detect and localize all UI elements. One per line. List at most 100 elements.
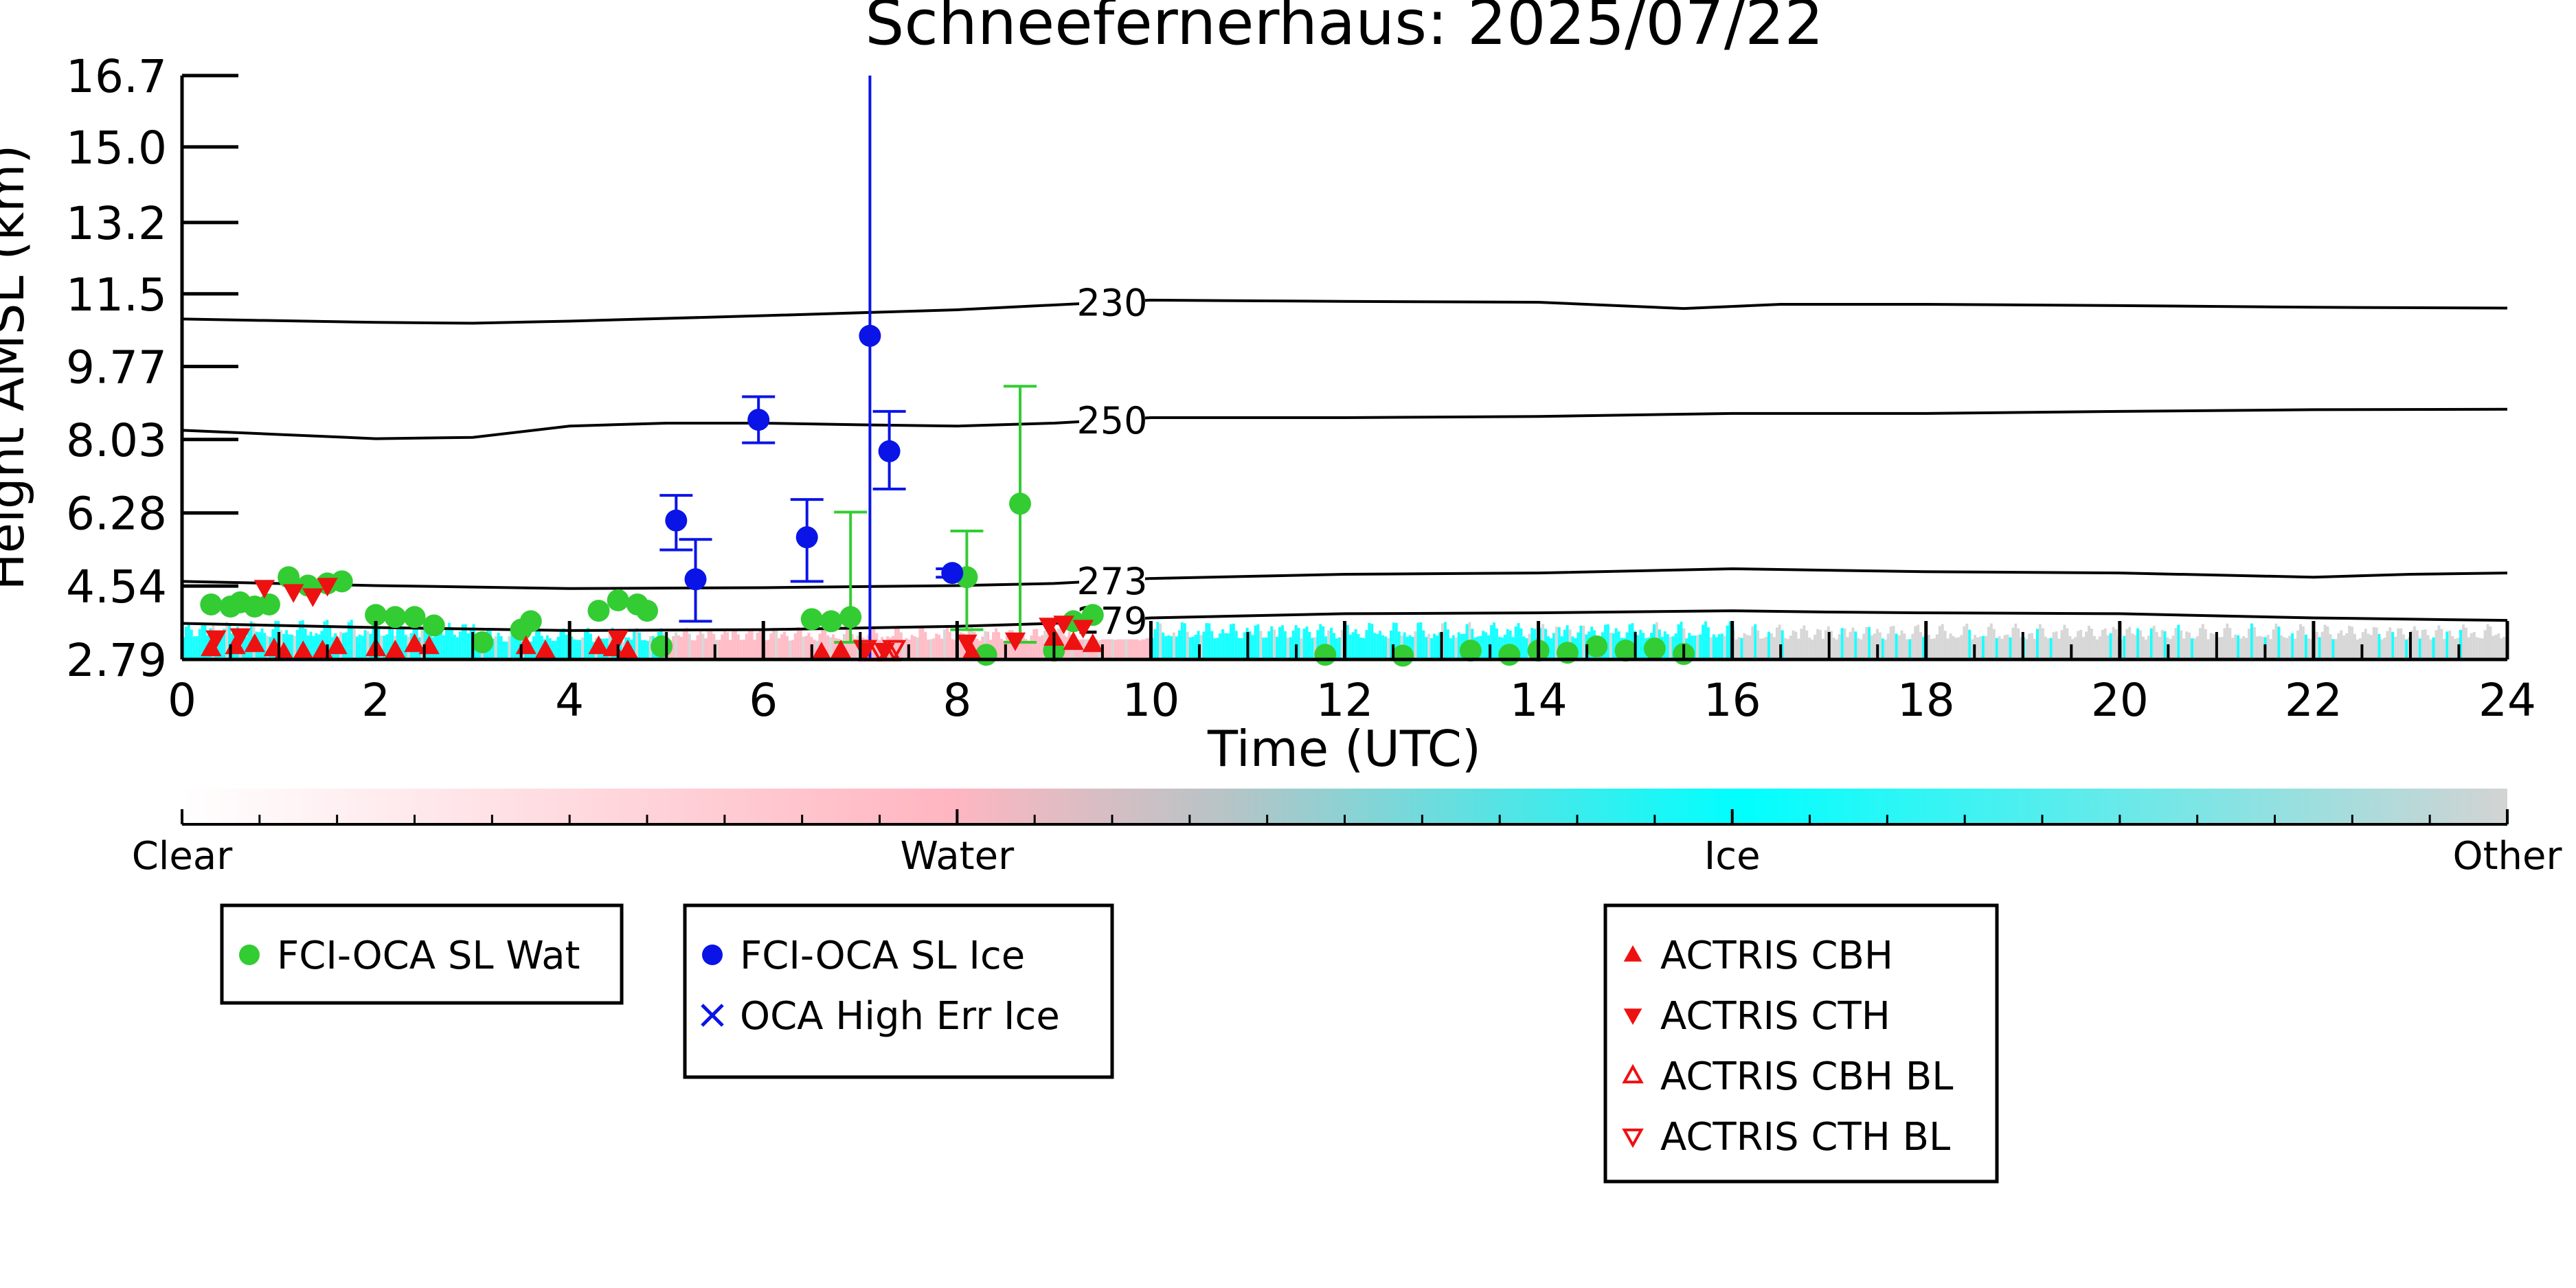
strip-bar: [2095, 639, 2099, 659]
strip-bar: [1819, 630, 1822, 659]
strip-bar: [924, 631, 927, 659]
strip-bar: [2109, 633, 2112, 659]
strip-bar: [1919, 632, 1923, 659]
contour-230: [182, 298, 2507, 325]
strip-bar: [1173, 632, 1175, 659]
strip-bar: [1642, 633, 1645, 659]
strip-bar: [1946, 638, 1950, 659]
legend-frame: [683, 903, 1114, 1079]
strip-bar: [2177, 624, 2180, 659]
strip-bar: [190, 629, 193, 659]
marker-actris-cbh: [385, 640, 406, 659]
strip-bar: [369, 633, 372, 659]
strip-bar: [2237, 635, 2240, 659]
strip-bar: [953, 640, 957, 659]
x-tick-label: 6: [749, 674, 778, 727]
strip-bar: [643, 640, 646, 659]
data-markers: [200, 324, 1695, 667]
strip-bar: [690, 640, 694, 659]
strip-bar: [829, 637, 833, 659]
strip-bar: [672, 636, 675, 659]
strip-bar: [510, 629, 514, 659]
legend-box-2: FCI-OCA SL Ice OCA High Err Ice: [683, 903, 1114, 1079]
strip-bar: [260, 628, 264, 659]
x-tick-label: 8: [942, 674, 971, 727]
strip-bar: [1735, 639, 1738, 659]
x-tick-label: 18: [1897, 674, 1955, 727]
strip-bar: [344, 632, 348, 659]
strip-bar: [635, 628, 639, 659]
x-tick-label: 0: [168, 674, 196, 727]
strip-bar: [1159, 623, 1162, 659]
strip-bar: [2144, 639, 2147, 659]
strip-bar: [1900, 630, 1903, 659]
strip-bar: [1811, 640, 1814, 659]
strip-bar: [824, 627, 827, 659]
strip-bar: [1289, 637, 1292, 659]
strip-bar: [726, 632, 730, 659]
strip-bar: [1291, 630, 1295, 659]
strip-bar: [2057, 638, 2061, 659]
strip-bar: [1786, 639, 1789, 659]
strip-bar: [2318, 637, 2321, 659]
marker-fci-oca-sl-wat: [1392, 644, 1414, 667]
strip-bar: [326, 620, 329, 659]
strip-bar: [1316, 630, 1320, 659]
strip-bar: [461, 624, 464, 659]
strip-bar: [2180, 630, 2183, 659]
strip-bar: [1989, 623, 1993, 659]
strip-bar: [2000, 638, 2004, 659]
strip-bar: [734, 629, 737, 659]
strip-bar: [1408, 635, 1412, 659]
strip-bar: [423, 621, 427, 659]
strip-bar: [1669, 637, 1672, 659]
strip-bar: [1226, 633, 1230, 659]
strip-bar: [729, 640, 732, 659]
legend-label: ACTRIS CBH BL: [1660, 1054, 1953, 1099]
strip-bar: [1362, 637, 1366, 659]
contour-label-bg: [1079, 399, 1145, 440]
strip-bar: [534, 629, 538, 659]
strip-bar: [1286, 637, 1289, 659]
legend-label: FCI-OCA SL Ice: [740, 934, 1025, 978]
strip-bar: [1234, 631, 1238, 659]
strip-bar: [2209, 633, 2213, 659]
strip-bar: [1105, 628, 1109, 659]
strip-bar: [1720, 633, 1724, 659]
strip-bar: [1614, 628, 1618, 659]
strip-bar: [2077, 631, 2080, 659]
strip-bar: [2038, 624, 2042, 659]
strip-bar: [2364, 629, 2367, 659]
strip-bar: [1495, 628, 1498, 659]
strip-bar: [1821, 638, 1824, 659]
strip-bar: [1854, 631, 1857, 659]
marker-fci-oca-sl-wat: [403, 606, 426, 629]
strip-bar: [1875, 629, 1879, 659]
strip-bar: [2152, 625, 2156, 659]
strip-bar: [1330, 627, 1333, 659]
legend-label: ACTRIS CTH: [1660, 994, 1890, 1039]
y-tick-label: 13.2: [66, 197, 167, 250]
strip-bar: [1202, 631, 1206, 659]
marker-fci-oca-sl-ice: [665, 509, 688, 532]
marker-fci-oca-sl-wat: [200, 593, 223, 615]
strip-bar: [295, 630, 299, 659]
strip-bar: [1699, 634, 1702, 659]
strip-bar: [1781, 630, 1784, 659]
strip-bar: [2033, 639, 2036, 659]
strip-bar: [396, 624, 399, 659]
strip-bar: [266, 635, 269, 659]
strip-bar: [1021, 633, 1025, 659]
strip-bar: [2255, 636, 2259, 659]
strip-bar: [1797, 638, 1800, 659]
strip-bar: [2160, 629, 2164, 659]
strip-bar: [241, 637, 245, 659]
strip-bar: [1153, 629, 1157, 659]
strip-bar: [1216, 637, 1219, 659]
strip-bar: [1971, 639, 1974, 659]
strip-bar: [1995, 637, 1998, 659]
strip-bar: [1359, 637, 1363, 659]
strip-bar: [2212, 633, 2215, 659]
strip-bar: [951, 639, 954, 659]
